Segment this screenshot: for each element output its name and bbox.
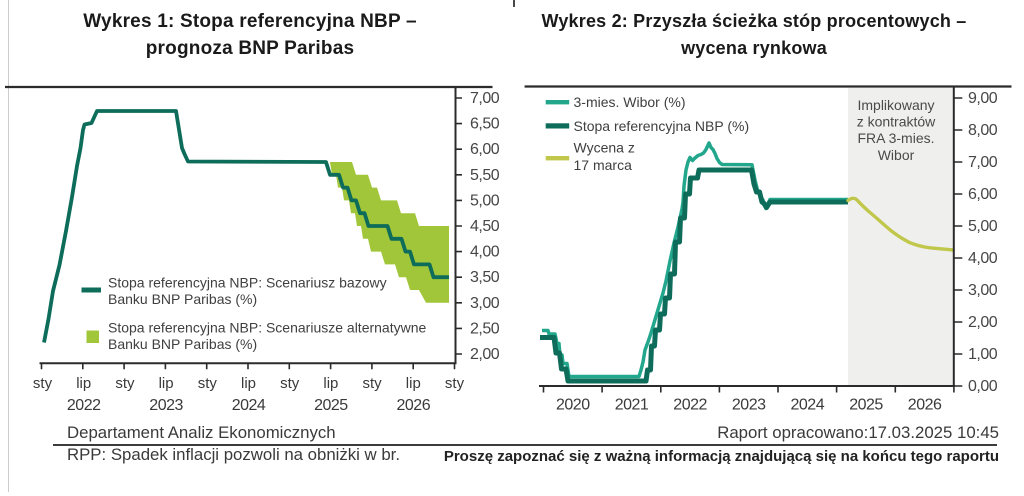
- svg-text:3-mies. Wibor (%): 3-mies. Wibor (%): [574, 94, 686, 110]
- svg-text:lip: lip: [406, 375, 421, 392]
- svg-text:z kontraktów: z kontraktów: [857, 114, 936, 130]
- svg-text:sty: sty: [198, 375, 218, 392]
- svg-text:lip: lip: [76, 375, 91, 392]
- svg-text:2,50: 2,50: [470, 320, 500, 337]
- svg-text:7,00: 7,00: [968, 154, 998, 171]
- svg-text:Stopa referencyjna NBP: Scenar: Stopa referencyjna NBP: Scenariusz bazow…: [108, 275, 387, 291]
- svg-text:Stopa referencyjna NBP (%): Stopa referencyjna NBP (%): [574, 118, 750, 134]
- svg-text:Banku BNP Paribas (%): Banku BNP Paribas (%): [108, 336, 257, 352]
- svg-text:3,00: 3,00: [968, 282, 998, 299]
- svg-text:sty: sty: [33, 375, 53, 392]
- svg-text:2022: 2022: [673, 397, 707, 414]
- svg-text:2026: 2026: [908, 397, 942, 414]
- svg-text:sty: sty: [363, 375, 383, 392]
- svg-text:5,00: 5,00: [968, 218, 998, 235]
- svg-text:2,00: 2,00: [968, 314, 998, 331]
- svg-text:6,50: 6,50: [470, 116, 500, 133]
- svg-text:7,00: 7,00: [470, 90, 500, 107]
- svg-text:2,00: 2,00: [470, 346, 500, 363]
- svg-text:2026: 2026: [397, 397, 431, 414]
- svg-text:lip: lip: [159, 375, 174, 392]
- svg-text:sty: sty: [445, 375, 465, 392]
- svg-text:Banku BNP Paribas (%): Banku BNP Paribas (%): [108, 291, 257, 307]
- svg-text:2023: 2023: [732, 397, 766, 414]
- svg-text:8,00: 8,00: [968, 122, 998, 139]
- svg-text:sty: sty: [115, 375, 135, 392]
- svg-text:2023: 2023: [149, 397, 183, 414]
- svg-text:4,50: 4,50: [470, 218, 500, 235]
- svg-text:2024: 2024: [791, 397, 825, 414]
- svg-text:5,50: 5,50: [470, 167, 500, 184]
- svg-text:2021: 2021: [615, 397, 649, 414]
- svg-text:Implikowany: Implikowany: [857, 97, 934, 113]
- svg-text:Wibor: Wibor: [878, 147, 915, 163]
- svg-text:3,50: 3,50: [470, 269, 500, 286]
- svg-text:Wycena z: Wycena z: [574, 140, 635, 156]
- svg-text:3,00: 3,00: [470, 295, 500, 312]
- svg-text:0,00: 0,00: [968, 378, 998, 395]
- svg-text:5,00: 5,00: [470, 192, 500, 209]
- svg-text:sty: sty: [280, 375, 300, 392]
- svg-text:2020: 2020: [556, 397, 590, 414]
- svg-text:2022: 2022: [67, 397, 101, 414]
- svg-text:2024: 2024: [232, 397, 266, 414]
- svg-text:4,00: 4,00: [470, 244, 500, 261]
- svg-text:1,00: 1,00: [968, 346, 998, 363]
- svg-text:Stopa referencyjna NBP: Scenar: Stopa referencyjna NBP: Scenariusze alte…: [108, 320, 426, 336]
- svg-text:17 marca: 17 marca: [574, 157, 633, 173]
- svg-text:lip: lip: [323, 375, 338, 392]
- svg-text:4,00: 4,00: [968, 250, 998, 267]
- svg-text:6,00: 6,00: [968, 186, 998, 203]
- svg-text:FRA 3-mies.: FRA 3-mies.: [857, 130, 934, 146]
- svg-text:2025: 2025: [314, 397, 348, 414]
- svg-text:lip: lip: [241, 375, 256, 392]
- svg-text:9,00: 9,00: [968, 90, 998, 107]
- svg-text:2025: 2025: [849, 397, 883, 414]
- svg-text:6,00: 6,00: [470, 141, 500, 158]
